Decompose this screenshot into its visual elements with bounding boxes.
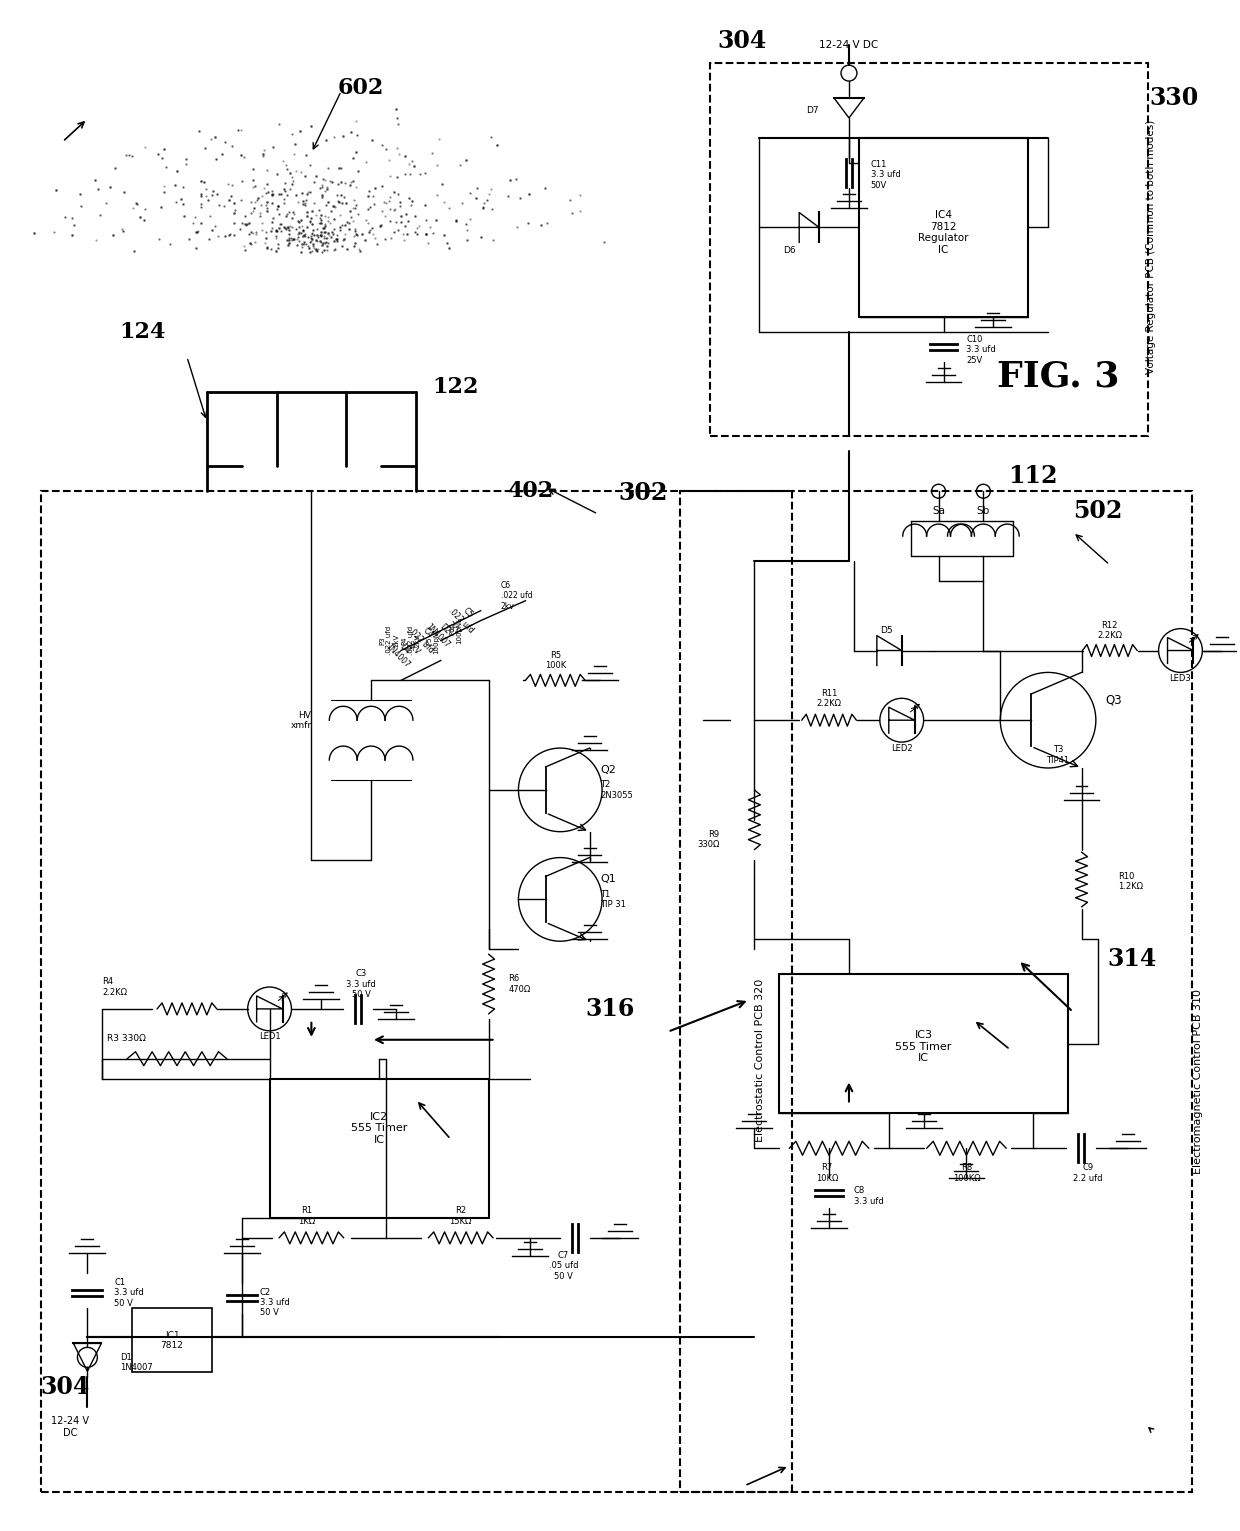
Text: Q1: Q1: [600, 874, 616, 885]
Bar: [269, 1079, 489, 1219]
Text: C5
.022 ufd
2kV: C5 .022 ufd 2kV: [439, 599, 482, 643]
Text: Sa: Sa: [932, 507, 945, 516]
Text: 602: 602: [339, 77, 384, 100]
Text: C2
3.3 ufd
50 V: C2 3.3 ufd 50 V: [259, 1288, 289, 1318]
Text: R11
2.2KΩ: R11 2.2KΩ: [817, 689, 842, 707]
Text: P4
.022 ufd
2kV: P4 .022 ufd 2kV: [401, 626, 420, 655]
Text: C10
3.3 ufd
25V: C10 3.3 ufd 25V: [966, 335, 996, 364]
Text: 12-24 V DC: 12-24 V DC: [820, 40, 879, 51]
Text: IC3
555 Timer
IC: IC3 555 Timer IC: [895, 1030, 952, 1064]
Text: 304: 304: [718, 29, 766, 54]
Text: R8
100KΩ: R8 100KΩ: [952, 1164, 981, 1183]
Bar: [680, 491, 1193, 1491]
Text: P6
100pNL: P6 100pNL: [449, 617, 463, 645]
Text: R10
1.2KΩ: R10 1.2KΩ: [1117, 871, 1143, 891]
Text: LED1: LED1: [259, 1032, 280, 1041]
Text: C1
3.3 ufd
50 V: C1 3.3 ufd 50 V: [114, 1278, 144, 1307]
Bar: [133, 1307, 212, 1372]
Text: LED2: LED2: [890, 744, 913, 753]
Text: Voltage Regulator PCB (Common to both modes): Voltage Regulator PCB (Common to both mo…: [1146, 121, 1156, 375]
Text: C11
3.3 ufd
50V: C11 3.3 ufd 50V: [870, 159, 900, 190]
Text: D4
1N4007: D4 1N4007: [383, 635, 418, 671]
Text: 330: 330: [1149, 86, 1199, 110]
Text: C4
.022 ufd
2kV: C4 .022 ufd 2kV: [399, 619, 443, 663]
Bar: [859, 138, 1028, 317]
Text: C8
3.3 ufd: C8 3.3 ufd: [854, 1187, 884, 1206]
Text: 112: 112: [1008, 464, 1058, 488]
Text: 304: 304: [41, 1375, 91, 1399]
Text: D5: D5: [880, 626, 893, 635]
Text: Electromagnetic Control PCB 310: Electromagnetic Control PCB 310: [1193, 989, 1203, 1174]
Text: C3
3.3 ufd
50 V: C3 3.3 ufd 50 V: [346, 969, 376, 998]
Text: FIG. 3: FIG. 3: [997, 360, 1120, 393]
Text: D1
1N4007: D1 1N4007: [120, 1352, 153, 1372]
Text: P3
.022 ufd
2kV: P3 .022 ufd 2kV: [379, 626, 399, 655]
Text: R9
330Ω: R9 330Ω: [697, 830, 719, 850]
Text: 12-24 V
DC: 12-24 V DC: [52, 1416, 89, 1438]
Text: T3
TIP41: T3 TIP41: [1047, 746, 1070, 766]
Bar: [709, 63, 1148, 436]
Text: D2
1N4007: D2 1N4007: [423, 615, 459, 651]
Text: 316: 316: [585, 997, 635, 1021]
Text: R2
15KΩ: R2 15KΩ: [450, 1206, 472, 1226]
Text: 402: 402: [507, 481, 553, 502]
Text: D7: D7: [806, 107, 820, 115]
Text: C7
.05 ufd
50 V: C7 .05 ufd 50 V: [548, 1251, 578, 1280]
Text: Sb: Sb: [977, 507, 990, 516]
Text: R7
10KΩ: R7 10KΩ: [816, 1164, 838, 1183]
Text: R4
2.2KΩ: R4 2.2KΩ: [103, 977, 128, 997]
Bar: [41, 491, 792, 1491]
Text: T1
TIP 31: T1 TIP 31: [600, 890, 626, 909]
Text: R6
470Ω: R6 470Ω: [508, 974, 531, 994]
Text: C9
2.2 ufd: C9 2.2 ufd: [1073, 1164, 1102, 1183]
Text: IC4
7812
Regulator
IC: IC4 7812 Regulator IC: [919, 210, 968, 254]
Text: D6: D6: [782, 246, 796, 254]
Text: 502: 502: [1073, 499, 1122, 524]
Text: IC1
7812: IC1 7812: [160, 1330, 184, 1350]
Bar: [779, 974, 1068, 1113]
Text: C6
.022 ufd
2kv: C6 .022 ufd 2kv: [501, 580, 532, 611]
Text: 314: 314: [1107, 948, 1157, 971]
Text: Electrostatic Control PCB 320: Electrostatic Control PCB 320: [755, 978, 765, 1142]
Text: LED3: LED3: [1169, 674, 1192, 683]
Text: R3 330Ω: R3 330Ω: [108, 1035, 146, 1043]
Text: R1
1KΩ: R1 1KΩ: [298, 1206, 315, 1226]
Text: R12
2.2KΩ: R12 2.2KΩ: [1097, 622, 1122, 640]
Text: 124: 124: [119, 322, 165, 343]
Text: P5
100pNL: P5 100pNL: [427, 628, 439, 654]
Text: T2
2N3055: T2 2N3055: [600, 781, 632, 799]
Text: 302: 302: [619, 481, 668, 505]
Text: Q2: Q2: [600, 766, 616, 775]
Text: 122: 122: [433, 375, 479, 398]
Text: R5
100K: R5 100K: [544, 651, 565, 671]
Text: Q3: Q3: [1106, 694, 1122, 707]
Text: IC2
555 Timer
IC: IC2 555 Timer IC: [351, 1112, 407, 1145]
Text: HV
xmfr: HV xmfr: [290, 710, 311, 730]
